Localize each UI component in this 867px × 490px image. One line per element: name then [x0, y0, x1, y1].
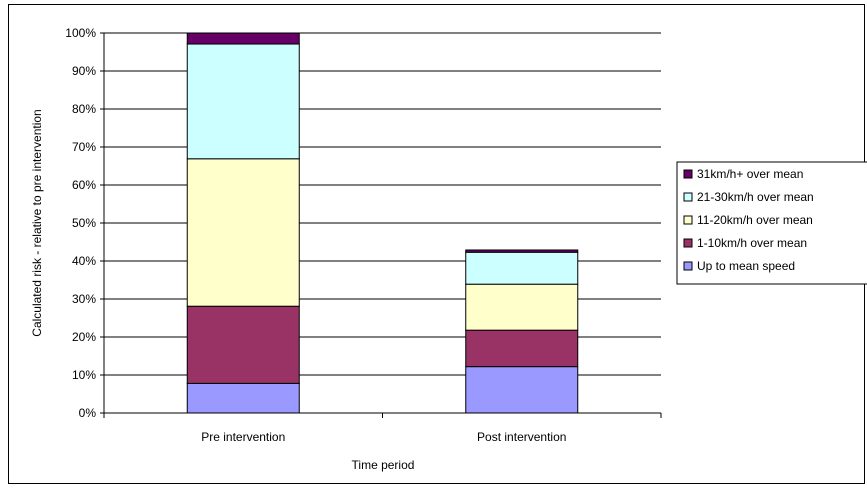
x-tick-labels: Pre intervention Post intervention [201, 430, 566, 444]
legend-label: 11-20km/h over mean [697, 213, 813, 227]
bar-segment [465, 366, 579, 414]
bars [186, 32, 579, 414]
legend-label: 21-30km/h over mean [697, 190, 814, 204]
legend-swatch [683, 192, 693, 202]
y-axis-title: Calculated risk - relative to pre interv… [30, 109, 44, 336]
bar-segment [186, 43, 300, 160]
axes [100, 32, 662, 418]
y-tick-label: 60% [72, 178, 96, 192]
y-tick-label: 40% [72, 254, 96, 268]
bar-segment [465, 283, 579, 331]
y-tick-label: 90% [72, 64, 96, 78]
bar-segment [465, 329, 579, 368]
bar-segment [186, 305, 300, 384]
bar-segment [465, 251, 579, 285]
y-tick-label: 50% [72, 216, 96, 230]
legend-swatch [683, 261, 693, 271]
bar-segment [186, 382, 300, 414]
bar-segment [186, 32, 300, 45]
x-axis-title: Time period [352, 458, 415, 472]
legend: 31km/h+ over mean 21-30km/h over mean 11-2… [676, 161, 867, 285]
y-tick-labels: 0% 10% 20% 30% 40% 50% 60% 70% 80% 90% 100% [65, 26, 96, 420]
y-tick-label: 70% [72, 140, 96, 154]
y-tick-label: 30% [72, 292, 96, 306]
y-tick-label: 100% [65, 26, 96, 40]
legend-label: 1-10km/h over mean [697, 236, 807, 250]
bar-segment [465, 249, 579, 253]
legend-label: 31km/h+ over mean [697, 167, 803, 181]
legend-swatch [683, 238, 693, 248]
y-tick-label: 80% [72, 102, 96, 116]
bar-segment [186, 158, 300, 307]
legend-label: Up to mean speed [697, 259, 795, 273]
y-tick-label: 0% [79, 406, 97, 420]
y-tick-label: 20% [72, 330, 96, 344]
y-tick-label: 10% [72, 368, 96, 382]
x-tick-label: Pre intervention [201, 430, 285, 444]
legend-box [676, 161, 867, 285]
legend-swatch [683, 215, 693, 225]
x-tick-label: Post intervention [477, 430, 566, 444]
legend-swatch [683, 169, 693, 179]
